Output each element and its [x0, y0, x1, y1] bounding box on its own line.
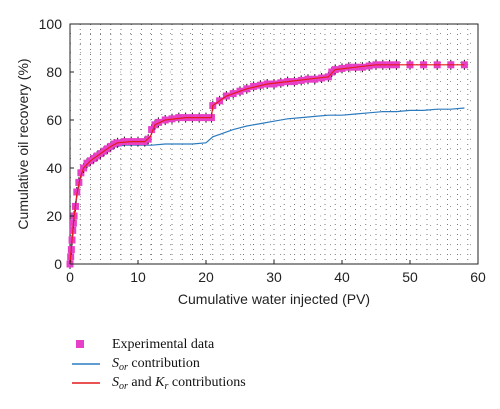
y-tick-label: 60	[46, 112, 62, 128]
data-point-experimental	[311, 75, 319, 83]
data-point-experimental	[175, 114, 183, 122]
legend-line-sor	[72, 363, 100, 365]
x-tick-label: 40	[334, 269, 350, 285]
legend: Experimental data Sor contribution Sor a…	[70, 336, 370, 393]
legend-label-sor-kr: Sor and Kr contributions	[112, 375, 246, 392]
legend-item-sor: Sor contribution	[70, 355, 370, 374]
y-tick-label: 80	[46, 64, 62, 80]
data-point-experimental	[290, 78, 298, 86]
legend-marker-experimental	[76, 340, 84, 348]
data-point-experimental	[250, 82, 258, 90]
legend-label-sor: Sor contribution	[112, 356, 200, 373]
y-tick-label: 100	[39, 16, 63, 32]
data-point-experimental	[77, 169, 85, 177]
x-tick-label: 50	[402, 269, 418, 285]
data-point-experimental	[270, 80, 278, 88]
y-axis-title: Cumulative oil recovery (%)	[15, 58, 31, 229]
legend-label-experimental: Experimental data	[112, 337, 215, 352]
data-point-experimental	[345, 63, 353, 71]
x-tick-label: 20	[198, 269, 214, 285]
x-tick-label: 60	[470, 269, 486, 285]
tick-layer: 0 10 20 30 40 50 60 0 20 40 60 80 100	[39, 16, 486, 285]
y-tick-label: 40	[46, 160, 62, 176]
x-tick-label: 10	[130, 269, 146, 285]
series-layer	[66, 59, 468, 269]
x-tick-label: 0	[66, 269, 74, 285]
data-point-experimental	[148, 126, 156, 134]
legend-item-experimental: Experimental data	[70, 336, 370, 355]
x-tick-label: 30	[266, 269, 282, 285]
series-line-sor-kr	[69, 64, 465, 265]
legend-item-sor-kr: Sor and Kr contributions	[70, 374, 370, 393]
data-point-experimental	[154, 118, 162, 126]
legend-line-sor-kr	[72, 382, 100, 384]
x-axis-title: Cumulative water injected (PV)	[178, 291, 370, 307]
y-tick-label: 20	[46, 208, 62, 224]
data-point-experimental	[358, 63, 366, 71]
series-line-sor	[69, 107, 465, 265]
y-tick-label: 0	[54, 256, 62, 272]
